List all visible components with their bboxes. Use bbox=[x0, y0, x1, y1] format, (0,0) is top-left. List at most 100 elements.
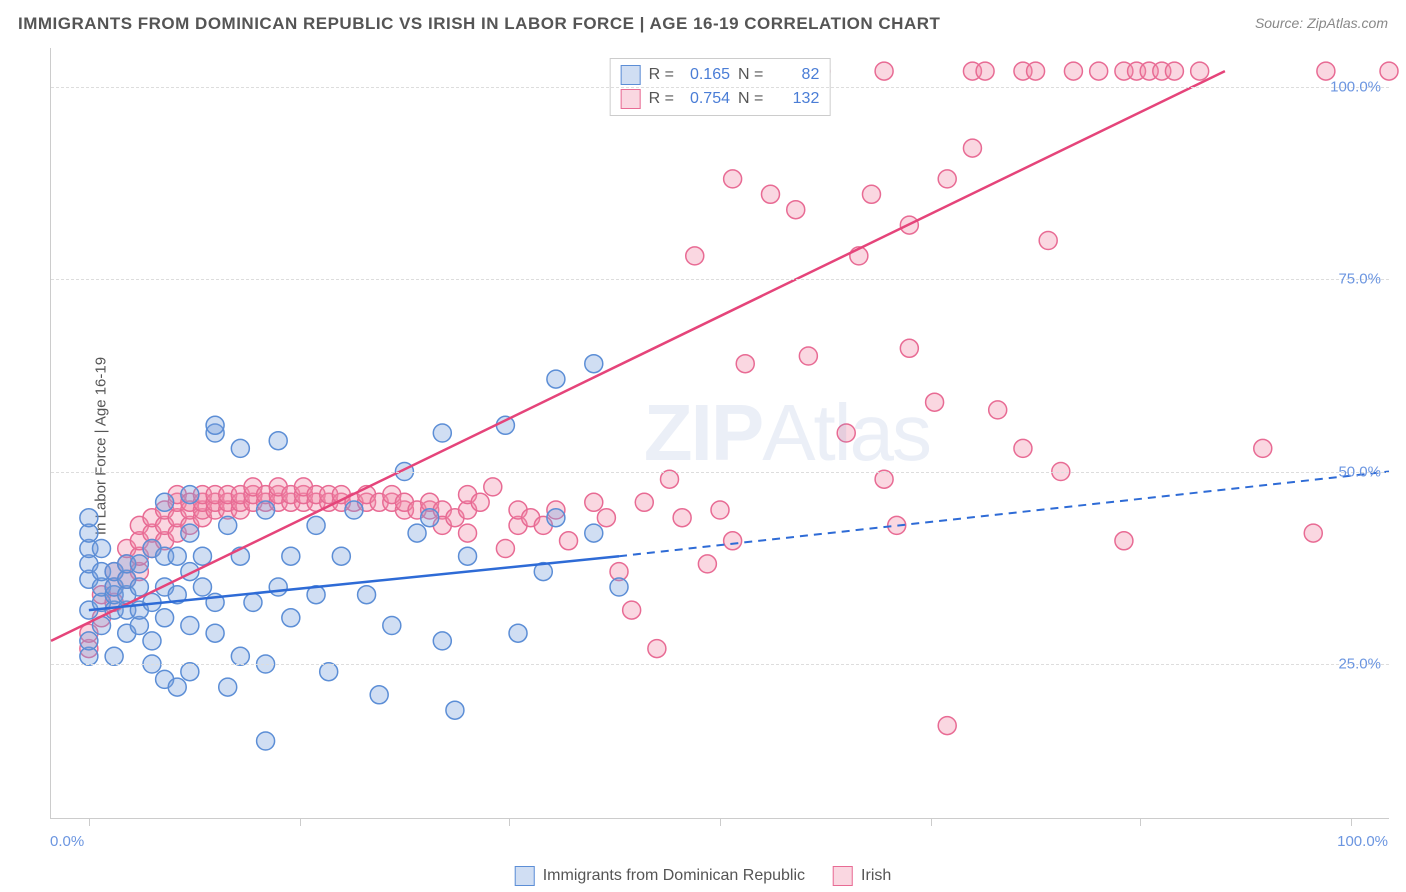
stat-value-r: 0.754 bbox=[682, 87, 730, 111]
data-point bbox=[282, 547, 300, 565]
x-axis-tick bbox=[509, 818, 510, 826]
trend-line-extrapolation bbox=[619, 472, 1389, 557]
data-point bbox=[433, 424, 451, 442]
source-prefix: Source: bbox=[1255, 15, 1307, 31]
data-point bbox=[168, 547, 186, 565]
data-point bbox=[181, 524, 199, 542]
legend-label: Immigrants from Dominican Republic bbox=[543, 867, 805, 885]
scatter-plot bbox=[51, 48, 1389, 818]
data-point bbox=[1254, 439, 1272, 457]
data-point bbox=[269, 578, 287, 596]
legend-swatch bbox=[833, 866, 853, 886]
data-point bbox=[1165, 62, 1183, 80]
data-point bbox=[560, 532, 578, 550]
data-point bbox=[257, 732, 275, 750]
data-point bbox=[282, 609, 300, 627]
data-point bbox=[837, 424, 855, 442]
x-axis-tick bbox=[1140, 818, 1141, 826]
data-point bbox=[963, 139, 981, 157]
x-axis-tick bbox=[720, 818, 721, 826]
data-point bbox=[623, 601, 641, 619]
data-point bbox=[938, 717, 956, 735]
data-point bbox=[206, 624, 224, 642]
data-point bbox=[1039, 232, 1057, 250]
data-point bbox=[686, 247, 704, 265]
data-point bbox=[446, 701, 464, 719]
data-point bbox=[1191, 62, 1209, 80]
series-swatch bbox=[621, 65, 641, 85]
data-point bbox=[143, 632, 161, 650]
data-point bbox=[193, 547, 211, 565]
data-point bbox=[787, 201, 805, 219]
data-point bbox=[307, 516, 325, 534]
data-point bbox=[168, 678, 186, 696]
stats-row: R =0.754N =132 bbox=[621, 87, 820, 111]
legend-label: Irish bbox=[861, 867, 891, 885]
y-axis-tick-label: 25.0% bbox=[1338, 656, 1381, 673]
source-name: ZipAtlas.com bbox=[1307, 15, 1388, 31]
stat-value-r: 0.165 bbox=[682, 63, 730, 87]
legend-swatch bbox=[515, 866, 535, 886]
chart-area: ZIPAtlas R =0.165N =82R =0.754N =132 25.… bbox=[50, 48, 1389, 819]
data-point bbox=[421, 509, 439, 527]
y-axis-tick-label: 50.0% bbox=[1338, 463, 1381, 480]
data-point bbox=[156, 493, 174, 511]
data-point bbox=[181, 617, 199, 635]
data-point bbox=[471, 493, 489, 511]
stats-row: R =0.165N =82 bbox=[621, 63, 820, 87]
page-title: IMMIGRANTS FROM DOMINICAN REPUBLIC VS IR… bbox=[18, 14, 940, 34]
data-point bbox=[1304, 524, 1322, 542]
data-point bbox=[345, 501, 363, 519]
legend-item: Irish bbox=[833, 866, 891, 886]
data-point bbox=[673, 509, 691, 527]
data-point bbox=[193, 578, 211, 596]
data-point bbox=[1380, 62, 1398, 80]
data-point bbox=[80, 632, 98, 650]
series-swatch bbox=[621, 89, 641, 109]
x-axis-tick bbox=[931, 818, 932, 826]
data-point bbox=[181, 663, 199, 681]
legend-item: Immigrants from Dominican Republic bbox=[515, 866, 805, 886]
data-point bbox=[597, 509, 615, 527]
stat-label-n: N = bbox=[738, 87, 763, 111]
data-point bbox=[408, 524, 426, 542]
data-point bbox=[875, 62, 893, 80]
data-point bbox=[724, 170, 742, 188]
data-point bbox=[370, 686, 388, 704]
data-point bbox=[244, 593, 262, 611]
data-point bbox=[206, 416, 224, 434]
data-point bbox=[105, 647, 123, 665]
gridline bbox=[51, 87, 1389, 88]
data-point bbox=[1115, 532, 1133, 550]
data-point bbox=[358, 586, 376, 604]
stat-label-r: R = bbox=[649, 63, 674, 87]
data-point bbox=[875, 470, 893, 488]
stat-value-n: 82 bbox=[771, 63, 819, 87]
data-point bbox=[231, 439, 249, 457]
series-legend: Immigrants from Dominican Republic Irish bbox=[515, 866, 892, 886]
data-point bbox=[976, 62, 994, 80]
data-point bbox=[736, 355, 754, 373]
data-point bbox=[459, 524, 477, 542]
data-point bbox=[862, 185, 880, 203]
data-point bbox=[92, 540, 110, 558]
trend-line bbox=[51, 71, 1225, 641]
data-point bbox=[320, 663, 338, 681]
data-point bbox=[181, 486, 199, 504]
y-axis-tick-label: 75.0% bbox=[1338, 271, 1381, 288]
data-point bbox=[648, 640, 666, 658]
data-point bbox=[219, 516, 237, 534]
x-axis-max-label: 100.0% bbox=[1337, 833, 1388, 850]
data-point bbox=[509, 624, 527, 642]
data-point bbox=[332, 547, 350, 565]
data-point bbox=[257, 501, 275, 519]
data-point bbox=[130, 555, 148, 573]
stat-value-n: 132 bbox=[771, 87, 819, 111]
data-point bbox=[1027, 62, 1045, 80]
x-axis-min-label: 0.0% bbox=[50, 833, 84, 850]
x-axis-tick bbox=[89, 818, 90, 826]
data-point bbox=[219, 678, 237, 696]
data-point bbox=[635, 493, 653, 511]
data-point bbox=[610, 578, 628, 596]
data-point bbox=[1014, 439, 1032, 457]
